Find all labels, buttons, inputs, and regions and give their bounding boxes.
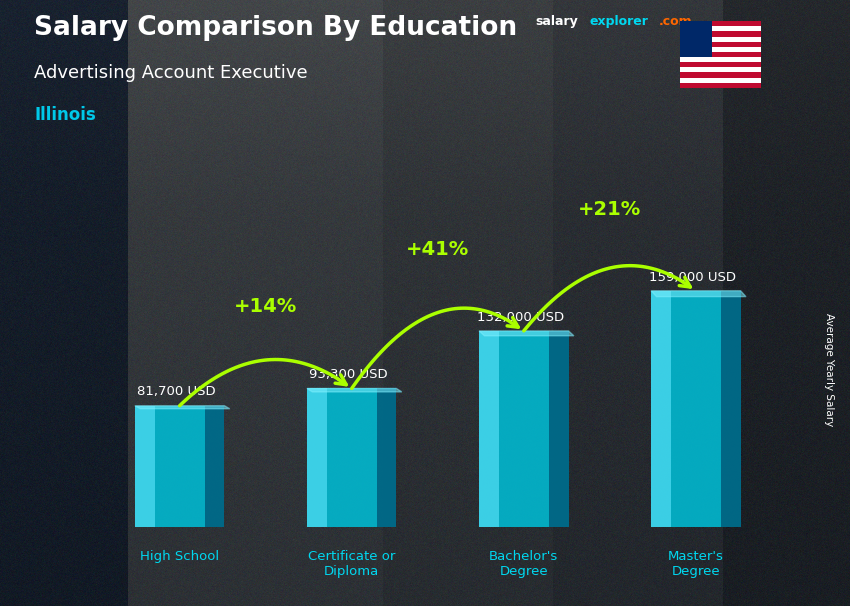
Text: Master's
Degree: Master's Degree bbox=[668, 550, 724, 578]
Text: +14%: +14% bbox=[234, 298, 298, 316]
Bar bbox=[680, 32, 761, 36]
Text: explorer: explorer bbox=[589, 15, 648, 28]
Bar bbox=[205, 405, 224, 527]
Bar bbox=[479, 331, 499, 527]
Text: .com: .com bbox=[659, 15, 693, 28]
Polygon shape bbox=[307, 388, 402, 392]
Text: 81,700 USD: 81,700 USD bbox=[137, 385, 216, 399]
Polygon shape bbox=[651, 291, 746, 296]
Bar bbox=[680, 26, 761, 32]
Bar bbox=[651, 291, 671, 527]
Text: Salary Comparison By Education: Salary Comparison By Education bbox=[34, 15, 517, 41]
Text: 159,000 USD: 159,000 USD bbox=[649, 270, 736, 284]
Polygon shape bbox=[479, 331, 574, 336]
Bar bbox=[377, 388, 396, 527]
Bar bbox=[307, 388, 326, 527]
Polygon shape bbox=[135, 405, 230, 408]
Bar bbox=[680, 67, 761, 73]
Text: +21%: +21% bbox=[578, 200, 642, 219]
Bar bbox=[680, 47, 761, 52]
Bar bbox=[680, 73, 761, 78]
Bar bbox=[479, 331, 569, 527]
Bar bbox=[135, 405, 224, 527]
Text: High School: High School bbox=[140, 550, 219, 563]
Text: 132,000 USD: 132,000 USD bbox=[477, 311, 564, 324]
Bar bbox=[680, 36, 761, 42]
Bar bbox=[680, 21, 712, 57]
Bar bbox=[135, 405, 155, 527]
Bar bbox=[307, 388, 396, 527]
Text: salary: salary bbox=[536, 15, 578, 28]
Bar bbox=[680, 21, 761, 26]
Bar bbox=[680, 83, 761, 88]
Text: Certificate or
Diploma: Certificate or Diploma bbox=[308, 550, 395, 578]
Bar bbox=[721, 291, 740, 527]
Bar bbox=[680, 42, 761, 47]
Bar bbox=[680, 78, 761, 83]
Text: Advertising Account Executive: Advertising Account Executive bbox=[34, 64, 308, 82]
Text: Average Yearly Salary: Average Yearly Salary bbox=[824, 313, 834, 426]
Text: +41%: +41% bbox=[406, 240, 469, 259]
Text: Bachelor's
Degree: Bachelor's Degree bbox=[489, 550, 558, 578]
Bar bbox=[680, 62, 761, 67]
Text: Illinois: Illinois bbox=[34, 106, 96, 124]
Text: 93,300 USD: 93,300 USD bbox=[309, 368, 388, 381]
Bar bbox=[549, 331, 569, 527]
Bar bbox=[651, 291, 740, 527]
Bar bbox=[680, 57, 761, 62]
Bar bbox=[680, 52, 761, 57]
